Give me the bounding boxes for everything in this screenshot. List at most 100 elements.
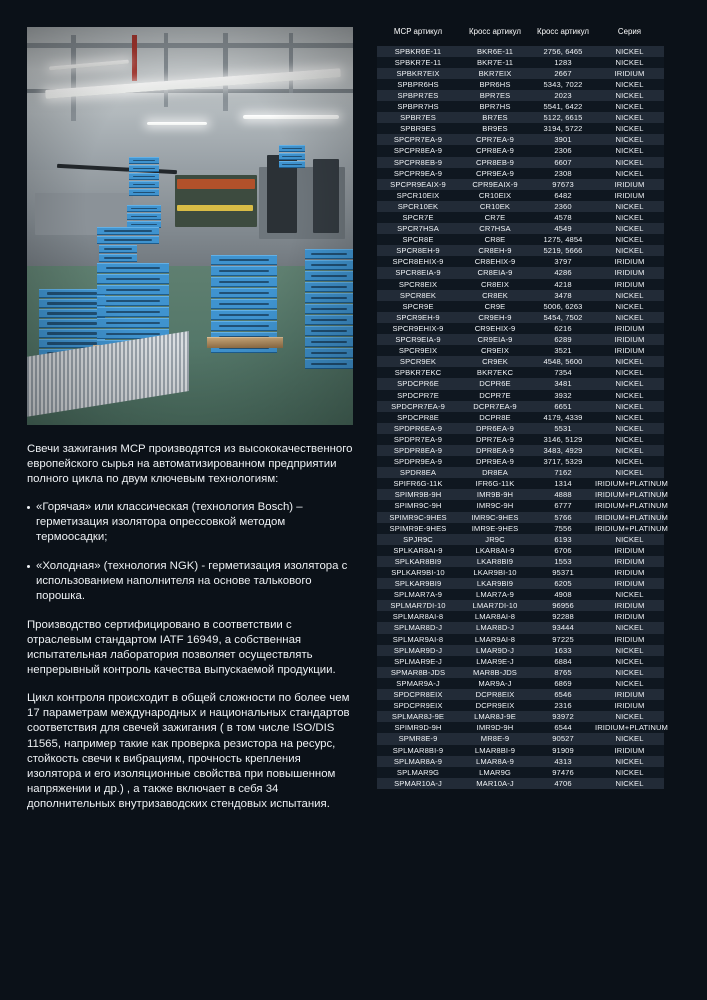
table-row: SPCR9EHIX-9 CR9EHIX-9 6216 IRIDIUM: [377, 322, 664, 335]
cell-cross-article-2: 3481: [531, 378, 595, 390]
table-row: SPCR7HSA CR7HSA 4549 NICKEL: [377, 223, 664, 235]
cell-cross-article-2: 1633: [531, 644, 595, 656]
cell-cross-article-1: CPR8EB-9: [459, 156, 531, 168]
intro-paragraph: Свечи зажигания MCP производятся из высо…: [27, 443, 353, 486]
cell-cross-article-1: CR8EH-9: [459, 245, 531, 257]
cell-cross-article-1: CPR9EAIX-9: [459, 178, 531, 190]
cell-cross-article-1: LKAR8AI-9: [459, 544, 531, 556]
photo-beam-2: [27, 89, 353, 93]
table-row: SPCR8EH-9 CR8EH-9 5219, 5666 NICKEL: [377, 245, 664, 257]
cross-reference-table-wrapper: MCP артикул Кросс артикул Кросс артикул …: [377, 27, 668, 789]
column-header-series: Серия: [617, 27, 642, 36]
table-row: SPBKR7EKC BKR7EKC 7354 NICKEL: [377, 367, 664, 379]
table-row: SPIMR9B-9H IMR9B-9H 4888 IRIDIUM+PLATINUM: [377, 489, 668, 501]
cell-cross-article-2: 5766: [531, 511, 595, 523]
table-row: SPDPR9EA-9 DPR9EA-9 3717, 5329 NICKEL: [377, 456, 664, 468]
cell-cross-article-2: 6205: [531, 578, 595, 590]
cell-series: IRIDIUM: [595, 256, 664, 268]
cell-series: IRIDIUM+PLATINUM: [595, 722, 668, 734]
cell-series: NICKEL: [595, 666, 664, 678]
cell-cross-article-1: MAR9A-J: [459, 677, 531, 690]
cell-cross-article-1: LMAR7A-9: [459, 589, 531, 601]
cell-cross-article-1: BKR7E-11: [459, 56, 531, 68]
table-row: SPDPR8EA-9 DPR8EA-9 3483, 4929 NICKEL: [377, 444, 664, 457]
cell-mcp-article: SPDCPR8EIX: [377, 689, 459, 701]
cell-series: NICKEL: [595, 289, 664, 301]
cell-cross-article-1: MAR8B-JDS: [459, 666, 531, 678]
table-row: SPBKR7EIX BKR7EIX 2667 IRIDIUM: [377, 67, 664, 79]
photo-column-1: [71, 35, 76, 121]
cell-cross-article-2: 6869: [531, 677, 595, 690]
cell-cross-article-2: 4218: [531, 278, 595, 290]
cell-mcp-article: SPMAR8B-JDS: [377, 666, 459, 678]
cell-series: NICKEL: [595, 433, 664, 445]
cell-cross-article-2: 2667: [531, 67, 595, 79]
cell-mcp-article: SPBKR6E-11: [377, 45, 459, 57]
cell-cross-article-2: 97673: [531, 178, 595, 190]
cell-cross-article-1: LMAR9G: [459, 766, 531, 778]
cell-mcp-article: SPLMAR8AI-8: [377, 611, 459, 623]
table-row: SPCR8EIA-9 CR8EIA-9 4286 IRIDIUM: [377, 267, 664, 279]
cell-cross-article-2: 95371: [531, 567, 595, 579]
cell-mcp-article: SPLMAR7DI-10: [377, 600, 459, 612]
cell-cross-article-1: BPR6HS: [459, 78, 531, 90]
column-header-mcp-article: MCP артикул: [393, 27, 443, 36]
cell-mcp-article: SPDPR7EA-9: [377, 433, 459, 445]
bullet-item-cold: «Холодная» (технология NGK) - герметизац…: [27, 559, 353, 604]
cell-series: IRIDIUM+PLATINUM: [595, 522, 668, 534]
cell-mcp-article: SPDCPR6E: [377, 378, 459, 390]
cell-cross-article-2: 96956: [531, 600, 595, 612]
cell-cross-article-1: LMAR9AI-8: [459, 633, 531, 645]
table-row: SPCPR8EA-9 CPR8EA-9 2306 NICKEL: [377, 145, 664, 157]
tray-stack-8: [305, 249, 353, 369]
cell-series: NICKEL: [595, 755, 664, 767]
cell-cross-article-2: 2023: [531, 89, 595, 102]
table-row: SPLMAR8BI-9 LMAR8BI-9 91909 IRIDIUM: [377, 744, 664, 756]
photo-column-2: [164, 33, 168, 107]
photo-column-4: [289, 33, 293, 93]
table-row: SPIFR6G-11K IFR6G-11K 1314 IRIDIUM+PLATINUM: [377, 478, 668, 490]
table-row: SPBR9ES BR9ES 3194, 5722 NICKEL: [377, 123, 664, 135]
photo-lamp-3: [243, 115, 339, 119]
table-row: SPDCPR6E DCPR6E 3481 NICKEL: [377, 378, 664, 390]
cell-cross-article-1: LMAR8J-9E: [459, 711, 531, 723]
cell-series: NICKEL: [595, 589, 664, 601]
cell-series: NICKEL: [595, 101, 664, 113]
cell-cross-article-1: DCPR9EIX: [459, 700, 531, 712]
cell-cross-article-2: 1553: [531, 555, 595, 567]
table-row: SPDCPR7E DCPR7E 3932 NICKEL: [377, 389, 664, 401]
left-column: Свечи зажигания MCP производятся из высо…: [27, 27, 353, 812]
cell-series: NICKEL: [595, 134, 664, 146]
cell-cross-article-1: LMAR8AI-8: [459, 611, 531, 623]
table-row: SPLMAR7DI-10 LMAR7DI-10 96956 IRIDIUM: [377, 600, 664, 612]
cell-cross-article-1: CR10EK: [459, 200, 531, 212]
column-header-cross-article-1: Кросс артикул: [469, 27, 521, 36]
cell-series: NICKEL: [595, 389, 664, 401]
table-row: SPCR9EIX CR9EIX 3521 IRIDIUM: [377, 345, 664, 357]
cell-cross-article-2: 5219, 5666: [531, 245, 595, 257]
photo-column-red: [132, 35, 137, 81]
cell-cross-article-2: 5531: [531, 422, 595, 434]
cell-mcp-article: SPCR7HSA: [377, 223, 459, 235]
cell-cross-article-1: IMR9C-9H: [459, 500, 531, 512]
cell-cross-article-2: 7162: [531, 467, 595, 479]
cell-cross-article-2: 2308: [531, 167, 595, 179]
cell-series: NICKEL: [595, 766, 664, 778]
cell-cross-article-2: 3797: [531, 256, 595, 268]
cell-mcp-article: SPLMAR9AI-8: [377, 633, 459, 645]
cell-cross-article-1: BPR7ES: [459, 89, 531, 102]
cell-mcp-article: SPDCPR7E: [377, 389, 459, 401]
factory-photo: [27, 27, 353, 425]
cell-series: NICKEL: [595, 200, 664, 212]
cell-cross-article-2: 6777: [531, 500, 595, 512]
cell-cross-article-2: 4549: [531, 223, 595, 235]
cell-series: IRIDIUM+PLATINUM: [595, 500, 668, 512]
table-row: SPLKAR8AI-9 LKAR8AI-9 6706 IRIDIUM: [377, 544, 664, 556]
cell-mcp-article: SPLKAR9BI9: [377, 578, 459, 590]
cell-series: IRIDIUM: [595, 555, 664, 567]
table-row: SPLMAR8A-9 LMAR8A-9 4313 NICKEL: [377, 755, 664, 767]
cell-cross-article-1: CR7HSA: [459, 223, 531, 235]
cell-series: NICKEL: [595, 677, 664, 690]
cell-mcp-article: SPLMAR8D-J: [377, 622, 459, 634]
cell-mcp-article: SPCR9EH-9: [377, 311, 459, 323]
